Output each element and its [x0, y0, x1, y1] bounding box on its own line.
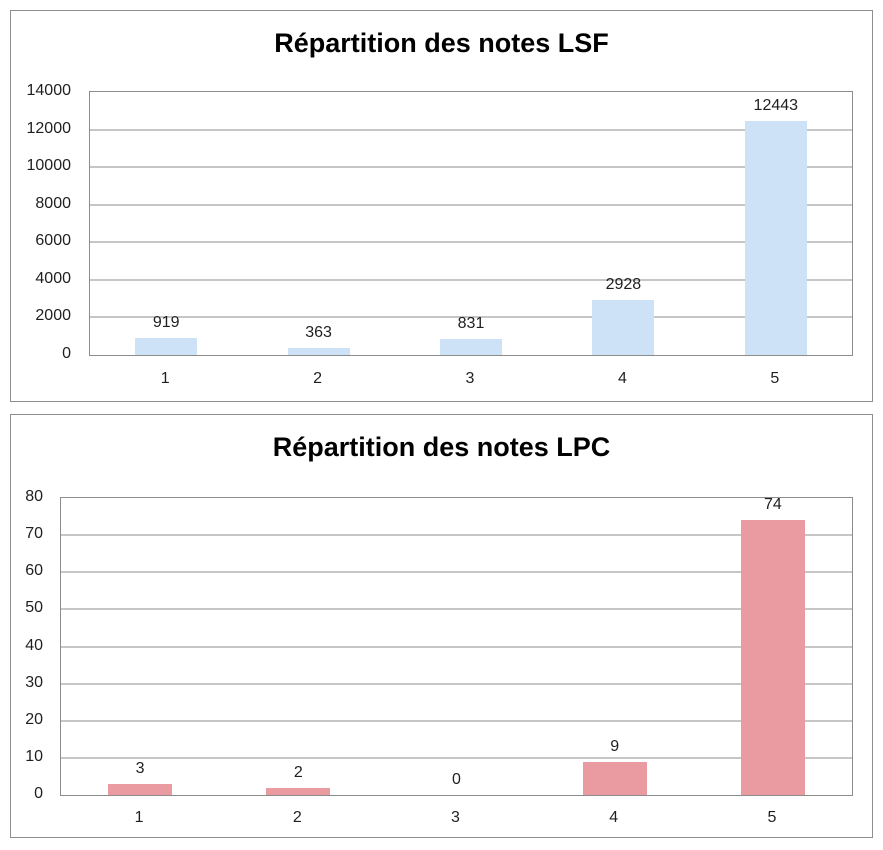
x-axis-tick-label: 1	[134, 809, 144, 826]
bar	[440, 339, 502, 355]
data-label: 0	[452, 771, 461, 788]
x-axis-tick-label: 4	[609, 809, 619, 826]
data-label: 12443	[753, 97, 799, 115]
y-axis-tick-label: 14000	[26, 82, 72, 99]
y-axis-tick-label: 8000	[35, 194, 71, 212]
gridline	[61, 757, 852, 759]
bar	[266, 787, 331, 795]
y-axis-tick-label: 10000	[26, 157, 72, 175]
bar	[592, 300, 655, 355]
y-axis-tick-label: 60	[25, 562, 43, 580]
gridline	[61, 608, 852, 610]
x-axis-tick-label: 5	[770, 370, 780, 387]
y-axis-tick-label: 40	[25, 636, 43, 654]
y-axis-tick-label: 70	[25, 525, 43, 543]
gridline	[90, 279, 852, 281]
chart-title-lpc: Répartition des notes LPC	[272, 432, 611, 462]
y-axis-tick-label: 0	[34, 785, 43, 802]
x-axis-tick-label: 5	[767, 809, 777, 826]
y-axis-tick-label: 6000	[35, 232, 71, 250]
bar	[744, 121, 807, 355]
data-label: 9	[610, 737, 620, 755]
gridline	[90, 316, 852, 318]
x-axis-tick-label: 2	[292, 809, 302, 826]
gridline	[61, 683, 852, 685]
x-axis: 1 2 3 4 5	[60, 808, 851, 830]
x-axis-tick-label: 3	[451, 809, 460, 826]
bar	[582, 761, 647, 795]
bar	[740, 520, 805, 795]
data-label: 2928	[605, 276, 642, 293]
x-axis: 1 2 3 4 5	[89, 369, 851, 391]
y-axis-tick-label: 0	[62, 345, 71, 362]
plot-area: 3 2 0 9 74	[60, 497, 853, 796]
x-axis-tick-label: 1	[160, 370, 170, 387]
gridline	[61, 534, 852, 536]
gridline	[90, 204, 852, 206]
y-axis-tick-label: 12000	[26, 119, 72, 137]
plot-area: 919 363 831 2928 12443	[89, 91, 853, 356]
y-axis-tick-label: 4000	[35, 269, 71, 287]
y-axis: 0 2000 4000 6000 8000 10000 12000 14000	[11, 83, 72, 362]
y-axis: 0 10 20 30 40 50 60 70 80	[11, 489, 43, 802]
chart-panel-lsf: Répartition des notes LSF 0 2000 4000 6000 8…	[10, 10, 873, 402]
y-axis-tick-label: 10	[25, 747, 43, 765]
data-label: 919	[152, 313, 180, 331]
gridline	[61, 720, 852, 722]
y-axis-tick-label: 30	[25, 673, 43, 691]
y-axis-tick-label: 50	[25, 599, 43, 617]
y-axis-tick-label: 2000	[35, 307, 71, 325]
gridline	[61, 646, 852, 647]
y-axis-tick-label: 80	[25, 488, 43, 505]
data-label: 3	[135, 759, 145, 777]
bar	[108, 783, 173, 795]
gridline	[90, 166, 852, 168]
gridline	[61, 571, 852, 573]
gridline	[90, 241, 852, 243]
y-axis-tick-label: 20	[25, 710, 43, 728]
chart-title-lsf: Répartition des notes LSF	[274, 28, 609, 58]
x-axis-tick-label: 3	[465, 370, 475, 387]
gridline	[90, 129, 852, 131]
x-axis-tick-label: 4	[617, 370, 627, 387]
data-label: 2	[293, 763, 303, 781]
bar	[287, 348, 350, 355]
data-label: 74	[763, 496, 782, 514]
data-label: 831	[457, 315, 485, 333]
chart-panel-lpc: Répartition des notes LPC 0 10 20 30 40 50 60 7…	[10, 414, 873, 838]
x-axis-tick-label: 2	[313, 370, 323, 387]
bar	[135, 337, 198, 355]
data-label: 363	[305, 324, 332, 342]
